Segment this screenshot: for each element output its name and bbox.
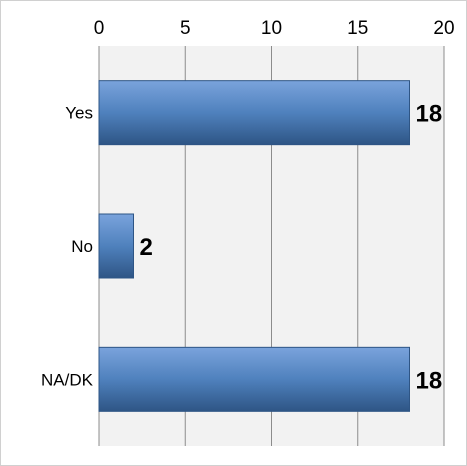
x-tick-label: 15	[347, 18, 368, 39]
category-label: Yes	[65, 104, 93, 123]
x-tick-label: 5	[180, 18, 191, 39]
x-tick-label: 10	[261, 18, 282, 39]
bars	[98, 80, 410, 412]
data-label: 18	[416, 367, 443, 394]
category-label: NA/DK	[41, 370, 94, 389]
data-label: 18	[416, 101, 443, 128]
x-axis-ticks: 0 5 10 15 20	[94, 18, 455, 39]
x-tick-label: 0	[94, 18, 105, 39]
data-label: 2	[140, 234, 153, 261]
bar-na-dk	[98, 346, 410, 412]
bar-yes	[98, 80, 410, 146]
category-label: No	[71, 237, 93, 256]
category-labels: Yes No NA/DK	[41, 104, 94, 390]
bar-no	[98, 213, 134, 279]
data-labels: 18 2 18	[140, 101, 443, 395]
x-tick-label: 20	[433, 18, 454, 39]
